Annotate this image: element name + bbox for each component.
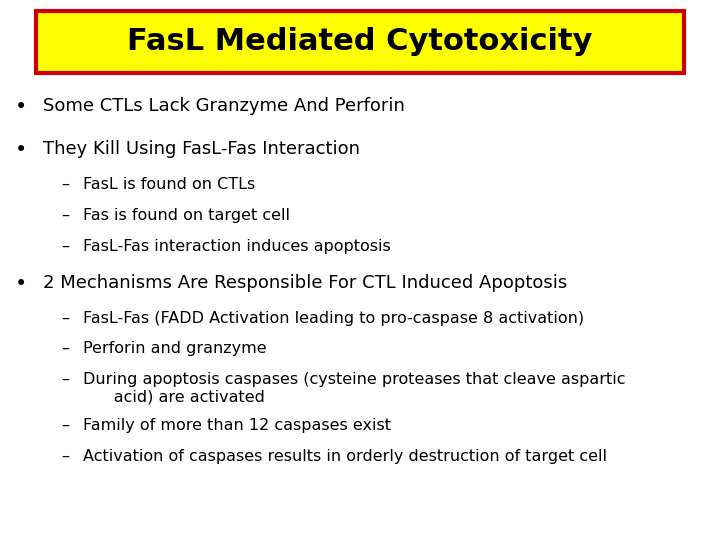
Text: They Kill Using FasL-Fas Interaction: They Kill Using FasL-Fas Interaction bbox=[43, 140, 360, 158]
Text: Perforin and granzyme: Perforin and granzyme bbox=[83, 341, 266, 356]
Text: FasL Mediated Cytotoxicity: FasL Mediated Cytotoxicity bbox=[127, 28, 593, 56]
Text: •: • bbox=[14, 97, 27, 117]
Text: •: • bbox=[14, 274, 27, 294]
Text: FasL is found on CTLs: FasL is found on CTLs bbox=[83, 177, 255, 192]
Text: During apoptosis caspases (cysteine proteases that cleave aspartic
      acid) a: During apoptosis caspases (cysteine prot… bbox=[83, 372, 625, 404]
Text: –: – bbox=[61, 310, 69, 326]
FancyBboxPatch shape bbox=[36, 11, 684, 73]
Text: –: – bbox=[61, 372, 69, 387]
Text: –: – bbox=[61, 239, 69, 254]
Text: –: – bbox=[61, 177, 69, 192]
Text: –: – bbox=[61, 208, 69, 223]
Text: Family of more than 12 caspases exist: Family of more than 12 caspases exist bbox=[83, 418, 391, 433]
Text: Activation of caspases results in orderly destruction of target cell: Activation of caspases results in orderl… bbox=[83, 449, 607, 464]
Text: FasL-Fas interaction induces apoptosis: FasL-Fas interaction induces apoptosis bbox=[83, 239, 390, 254]
Text: –: – bbox=[61, 341, 69, 356]
Text: •: • bbox=[14, 140, 27, 160]
Text: Some CTLs Lack Granzyme And Perforin: Some CTLs Lack Granzyme And Perforin bbox=[43, 97, 405, 115]
Text: –: – bbox=[61, 449, 69, 464]
Text: FasL-Fas (FADD Activation leading to pro-caspase 8 activation): FasL-Fas (FADD Activation leading to pro… bbox=[83, 310, 584, 326]
Text: –: – bbox=[61, 418, 69, 433]
Text: Fas is found on target cell: Fas is found on target cell bbox=[83, 208, 289, 223]
Text: 2 Mechanisms Are Responsible For CTL Induced Apoptosis: 2 Mechanisms Are Responsible For CTL Ind… bbox=[43, 274, 567, 292]
